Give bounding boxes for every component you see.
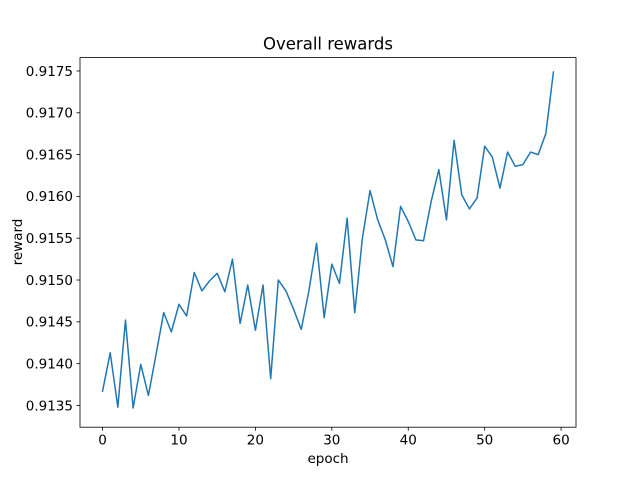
y-tick-label: 0.9145 xyxy=(26,315,73,331)
y-axis-label: reward xyxy=(10,218,26,266)
y-tick-label: 0.9175 xyxy=(26,64,73,80)
x-tick-label: 60 xyxy=(553,433,570,449)
y-tick-label: 0.9170 xyxy=(26,106,73,122)
x-tick-label: 20 xyxy=(247,433,264,449)
x-tick-label: 50 xyxy=(476,433,493,449)
chart-title: Overall rewards xyxy=(263,34,393,54)
y-tick-label: 0.9135 xyxy=(26,398,73,414)
y-tick-label: 0.9160 xyxy=(26,189,73,205)
reward-line xyxy=(101,71,555,409)
x-tick-label: 0 xyxy=(98,433,107,449)
x-tick-label: 30 xyxy=(323,433,340,449)
x-tick-label: 40 xyxy=(400,433,417,449)
x-tick-label: 10 xyxy=(170,433,187,449)
y-tick-label: 0.9155 xyxy=(26,231,73,247)
plot-spines xyxy=(79,57,577,428)
x-axis-label: epoch xyxy=(307,451,349,467)
y-tick-label: 0.9150 xyxy=(26,273,73,289)
y-tick-label: 0.9140 xyxy=(26,356,73,372)
y-tick-label: 0.9165 xyxy=(26,147,73,163)
